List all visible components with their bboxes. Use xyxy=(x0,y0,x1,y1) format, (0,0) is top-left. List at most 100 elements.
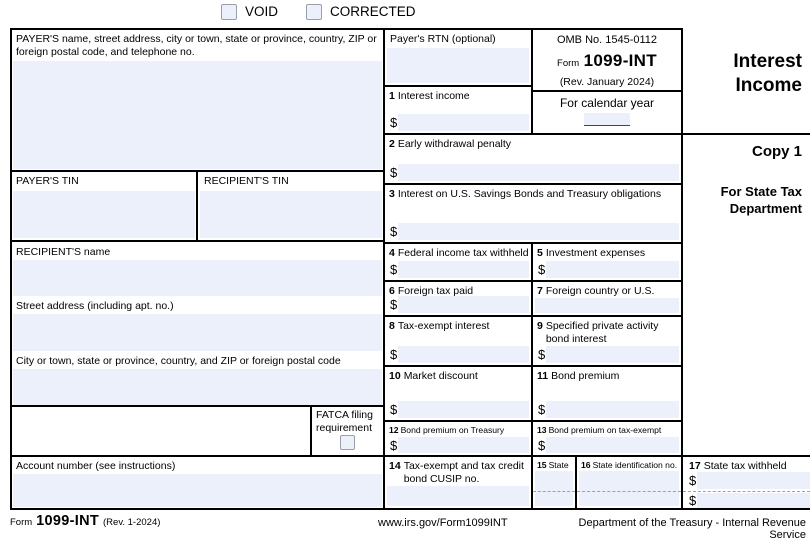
copy-label: Copy 1 xyxy=(751,143,802,160)
box11-label: Bond premium xyxy=(551,370,620,382)
box9-amount-input[interactable] xyxy=(546,346,679,363)
box8-tax-exempt-interest: 8 Tax-exempt interest $ xyxy=(383,315,531,365)
box13-dollar: $ xyxy=(538,437,546,453)
recipient-address-section: RECIPIENT'S name Street address (includi… xyxy=(12,240,383,405)
payer-tin-input[interactable] xyxy=(13,191,195,238)
box6-number: 6 xyxy=(389,285,395,297)
box3-label: Interest on U.S. Savings Bonds and Treas… xyxy=(397,188,662,200)
box15-state: 15 State xyxy=(531,455,575,508)
box10-number: 10 xyxy=(389,370,401,382)
box5-dollar: $ xyxy=(538,262,546,277)
box1-interest-income: 1 Interest income $ xyxy=(383,85,531,133)
omb-number: OMB No. 1545-0112 xyxy=(556,34,658,46)
form-number: 1099-INT xyxy=(583,51,657,70)
box1-dollar: $ xyxy=(390,115,398,130)
form-title-line: Form 1099-INT xyxy=(533,51,681,71)
box4-amount-input[interactable] xyxy=(398,261,529,278)
box11-dollar: $ xyxy=(538,402,546,417)
box16-divider xyxy=(577,491,681,492)
payer-rtn-input[interactable] xyxy=(387,48,529,83)
footer-form-word: Form xyxy=(10,517,33,528)
void-checkbox[interactable] xyxy=(221,4,237,20)
recipient-tin-input[interactable] xyxy=(200,191,382,238)
box9-dollar: $ xyxy=(538,347,546,362)
footer-url[interactable]: www.irs.gov/Form1099INT xyxy=(378,517,508,529)
box17-dollar-2: $ xyxy=(689,493,697,508)
box12-amount-input[interactable] xyxy=(398,437,529,453)
box16-input[interactable] xyxy=(579,471,679,506)
account-number-box: Account number (see instructions) xyxy=(12,455,383,508)
box17-number: 17 xyxy=(689,460,701,472)
box8-dollar: $ xyxy=(390,347,398,362)
calendar-year-input[interactable] xyxy=(584,113,630,126)
box10-amount-input[interactable] xyxy=(398,401,529,418)
box3-dollar: $ xyxy=(390,224,398,239)
box6-dollar: $ xyxy=(390,297,398,312)
box10-label: Market discount xyxy=(403,370,478,382)
street-address-label: Street address (including apt. no.) xyxy=(16,300,174,312)
street-address-input[interactable] xyxy=(13,314,382,351)
box17-divider xyxy=(683,491,810,492)
box17-state-tax-withheld: 17 State tax withheld $ $ xyxy=(683,455,810,510)
box5-amount-input[interactable] xyxy=(546,261,679,278)
box12-number: 12 xyxy=(389,425,399,435)
payer-tin-box: PAYER'S TIN xyxy=(12,170,196,240)
box16-state-id: 16 State identification no. xyxy=(575,455,681,508)
city-label: City or town, state or province, country… xyxy=(16,355,341,367)
box15-divider xyxy=(533,491,575,492)
box12-dollar: $ xyxy=(390,437,398,453)
calendar-year-box: For calendar year xyxy=(531,90,681,133)
recipient-tin-label: RECIPIENT'S TIN xyxy=(204,175,289,187)
box2-amount-input[interactable] xyxy=(398,164,679,181)
fatca-checkbox[interactable] xyxy=(340,435,355,450)
box4-label: Federal income tax withheld xyxy=(397,247,529,259)
box4-number: 4 xyxy=(389,247,395,259)
corrected-checkbox[interactable] xyxy=(306,4,322,20)
box8-amount-input[interactable] xyxy=(398,346,529,363)
form-outline xyxy=(10,28,683,510)
corrected-label: CORRECTED xyxy=(330,4,416,19)
recipient-name-label: RECIPIENT'S name xyxy=(16,246,111,258)
box1-label: Interest income xyxy=(397,90,470,102)
box8-number: 8 xyxy=(389,320,395,332)
recipient-name-input[interactable] xyxy=(13,260,382,296)
box13-amount-input[interactable] xyxy=(546,437,679,453)
box14-number: 14 xyxy=(389,460,401,472)
box1-number: 1 xyxy=(389,90,395,102)
recipient-tin-box: RECIPIENT'S TIN xyxy=(196,170,383,240)
box17-label: State tax withheld xyxy=(703,460,787,472)
box15-label: State xyxy=(548,460,569,470)
box10-market-discount: 10 Market discount $ xyxy=(383,365,531,420)
box9-label: Specified private activity bond interest xyxy=(545,320,659,345)
payer-info-label: PAYER'S name, street address, city or to… xyxy=(16,33,377,58)
box3-amount-input[interactable] xyxy=(398,223,679,240)
box7-input[interactable] xyxy=(535,298,679,313)
box11-amount-input[interactable] xyxy=(546,401,679,418)
margin-rule xyxy=(683,133,810,135)
payer-tin-label: PAYER'S TIN xyxy=(16,175,79,187)
payer-info-box: PAYER'S name, street address, city or to… xyxy=(12,30,383,170)
box2-dollar: $ xyxy=(390,165,398,180)
form-title: Interest Income xyxy=(733,51,802,96)
box17-dollar-1: $ xyxy=(689,473,697,488)
form-revision: (Rev. January 2024) xyxy=(559,76,655,88)
footer-agency: Department of the Treasury - Internal Re… xyxy=(578,517,806,540)
box4-dollar: $ xyxy=(390,262,398,277)
calendar-year-label: For calendar year xyxy=(559,96,655,110)
payer-info-input[interactable] xyxy=(13,61,382,169)
box1-amount-input[interactable] xyxy=(398,114,529,131)
box17-amount-input-2[interactable] xyxy=(697,493,810,508)
box13-number: 13 xyxy=(537,425,547,435)
city-input[interactable] xyxy=(13,369,382,405)
box14-input[interactable] xyxy=(387,486,529,506)
account-number-input[interactable] xyxy=(13,474,382,507)
box6-label: Foreign tax paid xyxy=(397,285,474,297)
fatca-row: FATCA filing requirement xyxy=(12,405,383,455)
box4-federal-tax-withheld: 4 Federal income tax withheld $ xyxy=(383,242,531,280)
payer-rtn-box: Payer's RTN (optional) xyxy=(383,30,531,85)
box6-amount-input[interactable] xyxy=(398,296,529,313)
box15-input[interactable] xyxy=(535,471,573,506)
box17-amount-input-1[interactable] xyxy=(697,472,810,489)
